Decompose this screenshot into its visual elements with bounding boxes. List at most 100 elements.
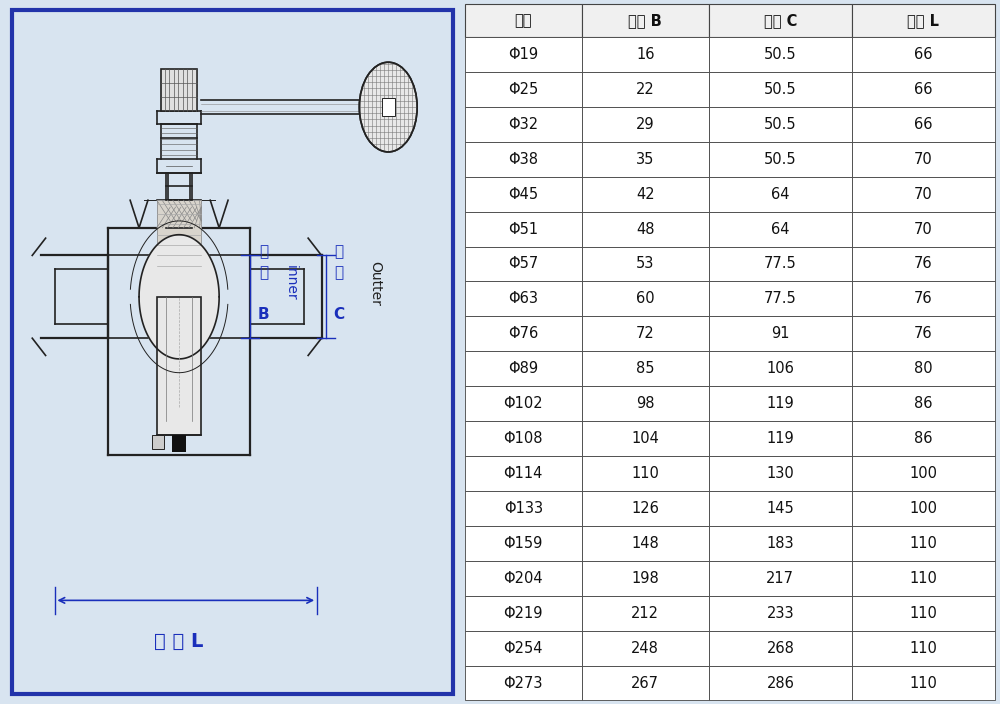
Text: Φ45: Φ45 (508, 187, 538, 201)
Bar (709, 316, 852, 351)
Text: 53: 53 (636, 256, 654, 272)
Text: Φ108: Φ108 (504, 431, 543, 446)
Text: 212: 212 (631, 605, 659, 621)
Text: 70: 70 (914, 151, 933, 167)
Text: 66: 66 (914, 47, 933, 62)
Text: 119: 119 (766, 396, 794, 411)
Text: 卡盘 C: 卡盘 C (764, 13, 797, 27)
Bar (582, 72, 709, 107)
Text: 110: 110 (631, 466, 659, 481)
Bar (852, 596, 995, 631)
Text: 286: 286 (766, 676, 794, 691)
Bar (852, 212, 995, 246)
Bar (709, 177, 852, 212)
Bar (465, 631, 582, 665)
Bar (465, 107, 582, 142)
Text: 110: 110 (910, 641, 937, 655)
Text: 85: 85 (636, 361, 654, 376)
Bar (382, 98, 395, 116)
Bar (709, 526, 852, 561)
Text: 100: 100 (909, 501, 937, 516)
Text: 48: 48 (636, 222, 654, 237)
Bar (852, 665, 995, 700)
Text: 233: 233 (767, 605, 794, 621)
Text: inner: inner (283, 265, 297, 301)
Text: 110: 110 (910, 676, 937, 691)
Bar (709, 37, 852, 72)
Text: 86: 86 (914, 431, 933, 446)
Text: 77.5: 77.5 (764, 256, 797, 272)
Text: 66: 66 (914, 117, 933, 132)
Text: Φ25: Φ25 (508, 82, 538, 97)
Bar (465, 351, 582, 386)
Bar (852, 561, 995, 596)
Bar (709, 596, 852, 631)
Bar (465, 421, 582, 456)
Text: 内径 B: 内径 B (628, 13, 662, 27)
Bar (465, 456, 582, 491)
Bar (852, 177, 995, 212)
Bar (852, 351, 995, 386)
Bar (465, 596, 582, 631)
Circle shape (359, 62, 417, 152)
Bar (709, 631, 852, 665)
Bar (852, 107, 995, 142)
Text: 145: 145 (766, 501, 794, 516)
Bar (582, 142, 709, 177)
Text: 148: 148 (631, 536, 659, 551)
Text: Φ38: Φ38 (508, 151, 538, 167)
Bar (465, 491, 582, 526)
Text: Φ273: Φ273 (504, 676, 543, 691)
Bar (582, 107, 709, 142)
Bar (157, 297, 201, 435)
Text: 35: 35 (636, 151, 654, 167)
Bar (465, 4, 582, 37)
Text: 91: 91 (771, 327, 790, 341)
Bar (709, 351, 852, 386)
Text: Φ63: Φ63 (508, 291, 538, 306)
Text: 规格: 规格 (515, 13, 532, 27)
Text: 183: 183 (767, 536, 794, 551)
Text: 70: 70 (914, 187, 933, 201)
Bar (582, 456, 709, 491)
Bar (582, 596, 709, 631)
Bar (709, 282, 852, 316)
Text: Φ76: Φ76 (508, 327, 538, 341)
Bar (582, 561, 709, 596)
Bar (852, 246, 995, 282)
Bar (852, 421, 995, 456)
Bar (709, 4, 852, 37)
Text: 80: 80 (914, 361, 933, 376)
Bar (852, 526, 995, 561)
Text: Outter: Outter (368, 260, 382, 306)
Text: 50.5: 50.5 (764, 151, 797, 167)
Text: 86: 86 (914, 396, 933, 411)
Text: Φ32: Φ32 (508, 117, 538, 132)
Bar (172, 435, 186, 452)
Text: 内
径

B: 内 径 B (258, 244, 269, 322)
Text: Φ51: Φ51 (508, 222, 538, 237)
Bar (465, 72, 582, 107)
Bar (582, 631, 709, 665)
Text: 卡
盘

C: 卡 盘 C (334, 244, 345, 322)
Text: 76: 76 (914, 291, 933, 306)
Text: 126: 126 (631, 501, 659, 516)
Bar (465, 282, 582, 316)
Text: 110: 110 (910, 536, 937, 551)
Text: 72: 72 (636, 327, 655, 341)
Bar (157, 200, 201, 269)
Bar (465, 177, 582, 212)
Bar (709, 72, 852, 107)
Bar (709, 386, 852, 421)
Text: 16: 16 (636, 47, 654, 62)
Bar (709, 246, 852, 282)
Bar (582, 316, 709, 351)
Bar (582, 282, 709, 316)
Text: 50.5: 50.5 (764, 117, 797, 132)
Text: 77.5: 77.5 (764, 291, 797, 306)
Bar (852, 386, 995, 421)
Bar (465, 246, 582, 282)
Bar (709, 561, 852, 596)
Text: Φ133: Φ133 (504, 501, 543, 516)
Bar (852, 4, 995, 37)
